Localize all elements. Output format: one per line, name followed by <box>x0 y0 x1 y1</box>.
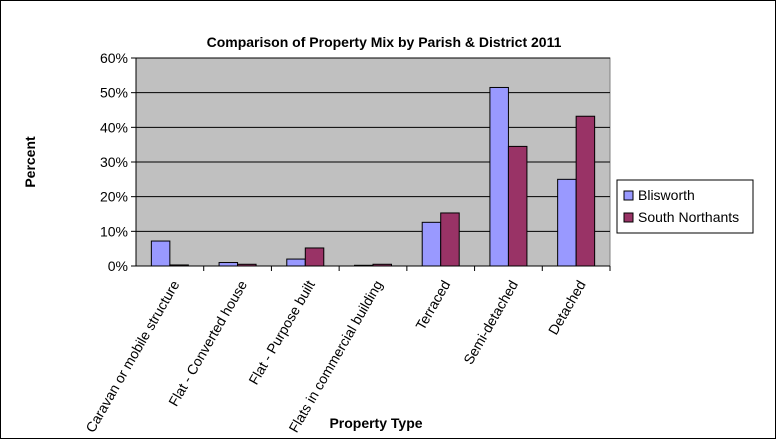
legend-swatch <box>623 190 634 201</box>
y-tick-label: 30% <box>100 154 128 170</box>
bar-south-northants <box>237 263 257 267</box>
legend-swatch <box>623 212 634 223</box>
legend: Blisworth South Northants <box>616 179 754 234</box>
bar-south-northants <box>507 145 528 267</box>
legend-box <box>616 179 754 234</box>
y-tick-label: 60% <box>100 50 128 66</box>
legend-label: Blisworth <box>638 187 695 203</box>
bar-south-northants <box>169 264 189 267</box>
bar-south-northants <box>372 263 392 267</box>
bar-blisworth <box>218 262 239 267</box>
bar-south-northants <box>440 212 460 267</box>
chart-title: Comparison of Property Mix by Parish & D… <box>207 34 562 50</box>
bar-south-northants <box>304 247 325 267</box>
x-axis-title: Property Type <box>329 415 422 431</box>
y-axis-title: Percent <box>22 136 38 188</box>
y-tick-label: 10% <box>100 223 128 239</box>
bar-blisworth <box>150 240 171 267</box>
bar-blisworth <box>557 178 577 267</box>
y-tick-label: 0% <box>108 258 128 274</box>
bar-blisworth <box>286 258 306 267</box>
bar-blisworth <box>354 264 374 267</box>
bar-blisworth <box>489 86 509 267</box>
y-tick-label: 50% <box>100 85 128 101</box>
y-tick-label: 20% <box>100 189 128 205</box>
legend-label: South Northants <box>638 209 739 225</box>
bar-blisworth <box>421 221 442 267</box>
bar-south-northants <box>575 115 596 267</box>
y-tick-label: 40% <box>100 119 128 135</box>
